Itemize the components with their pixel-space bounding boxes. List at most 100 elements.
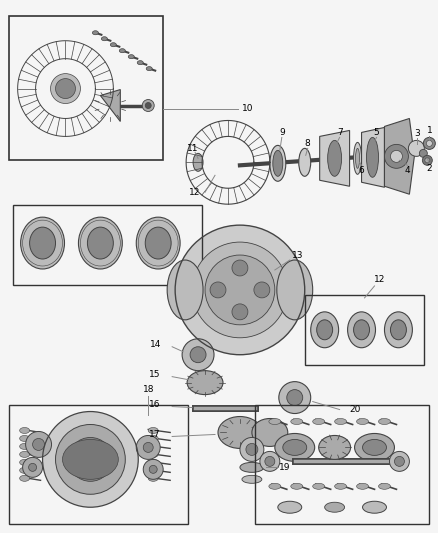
Ellipse shape <box>390 320 406 340</box>
Ellipse shape <box>335 418 346 424</box>
Circle shape <box>56 424 125 494</box>
Ellipse shape <box>269 483 281 489</box>
Ellipse shape <box>269 418 281 424</box>
Circle shape <box>175 225 305 355</box>
Ellipse shape <box>148 467 158 473</box>
Ellipse shape <box>110 43 117 47</box>
Ellipse shape <box>353 320 370 340</box>
Ellipse shape <box>119 49 125 53</box>
Text: 18: 18 <box>142 385 154 394</box>
Text: 13: 13 <box>292 251 304 260</box>
Ellipse shape <box>30 227 56 259</box>
Ellipse shape <box>148 443 158 449</box>
Ellipse shape <box>357 483 368 489</box>
Text: 8: 8 <box>305 139 311 148</box>
Circle shape <box>389 451 410 471</box>
Circle shape <box>25 432 52 457</box>
Ellipse shape <box>63 439 118 479</box>
Ellipse shape <box>20 459 30 465</box>
Ellipse shape <box>367 138 378 177</box>
Ellipse shape <box>283 439 307 455</box>
Bar <box>305 295 424 365</box>
Text: 19: 19 <box>279 463 290 472</box>
Ellipse shape <box>252 418 288 447</box>
Bar <box>13 205 202 285</box>
Circle shape <box>182 339 214 370</box>
Ellipse shape <box>20 467 30 473</box>
Circle shape <box>149 465 157 473</box>
Circle shape <box>142 100 154 111</box>
Circle shape <box>265 456 275 466</box>
Circle shape <box>390 150 403 163</box>
Circle shape <box>205 255 275 325</box>
Polygon shape <box>320 131 350 186</box>
Ellipse shape <box>335 483 346 489</box>
Circle shape <box>68 438 112 481</box>
Polygon shape <box>385 118 414 194</box>
Ellipse shape <box>357 418 368 424</box>
Ellipse shape <box>348 312 375 348</box>
Ellipse shape <box>148 475 158 481</box>
Ellipse shape <box>148 435 158 441</box>
Text: 11: 11 <box>187 144 199 153</box>
Text: 4: 4 <box>405 166 410 175</box>
Circle shape <box>136 435 160 459</box>
Ellipse shape <box>136 217 180 269</box>
Ellipse shape <box>378 418 390 424</box>
Ellipse shape <box>353 142 361 174</box>
Ellipse shape <box>145 227 171 259</box>
Ellipse shape <box>363 439 386 455</box>
Ellipse shape <box>299 148 311 176</box>
Circle shape <box>240 438 264 462</box>
Ellipse shape <box>273 150 283 176</box>
Text: 12: 12 <box>374 276 385 285</box>
Ellipse shape <box>378 483 390 489</box>
Ellipse shape <box>317 320 332 340</box>
Text: 15: 15 <box>149 370 161 379</box>
Text: 3: 3 <box>414 129 420 138</box>
Circle shape <box>232 304 248 320</box>
Ellipse shape <box>88 227 113 259</box>
Circle shape <box>32 439 45 450</box>
Circle shape <box>143 442 153 453</box>
Ellipse shape <box>328 140 342 176</box>
Text: 1: 1 <box>427 126 432 135</box>
Bar <box>9 405 188 524</box>
Circle shape <box>426 140 432 147</box>
Ellipse shape <box>92 31 99 35</box>
Circle shape <box>287 390 303 406</box>
Circle shape <box>232 260 248 276</box>
Circle shape <box>395 456 404 466</box>
Ellipse shape <box>167 260 203 320</box>
Ellipse shape <box>270 146 286 181</box>
Ellipse shape <box>240 462 264 472</box>
Ellipse shape <box>20 435 30 441</box>
Ellipse shape <box>20 451 30 457</box>
Text: 6: 6 <box>359 166 364 175</box>
Ellipse shape <box>355 433 395 462</box>
Circle shape <box>424 138 435 149</box>
Ellipse shape <box>277 260 313 320</box>
Ellipse shape <box>278 501 302 513</box>
Ellipse shape <box>313 483 325 489</box>
Ellipse shape <box>363 501 386 513</box>
Circle shape <box>42 411 138 507</box>
Circle shape <box>279 382 311 414</box>
Ellipse shape <box>78 217 122 269</box>
Ellipse shape <box>218 416 262 448</box>
Ellipse shape <box>20 427 30 433</box>
Ellipse shape <box>313 418 325 424</box>
Ellipse shape <box>325 502 345 512</box>
Text: 5: 5 <box>374 128 379 137</box>
Ellipse shape <box>20 475 30 481</box>
Circle shape <box>385 144 408 168</box>
Ellipse shape <box>148 459 158 465</box>
Circle shape <box>422 155 432 165</box>
Circle shape <box>408 140 424 156</box>
Ellipse shape <box>128 55 134 59</box>
Text: 17: 17 <box>149 430 161 439</box>
Circle shape <box>50 74 81 103</box>
Polygon shape <box>100 90 120 122</box>
Ellipse shape <box>101 37 107 41</box>
Ellipse shape <box>21 217 64 269</box>
